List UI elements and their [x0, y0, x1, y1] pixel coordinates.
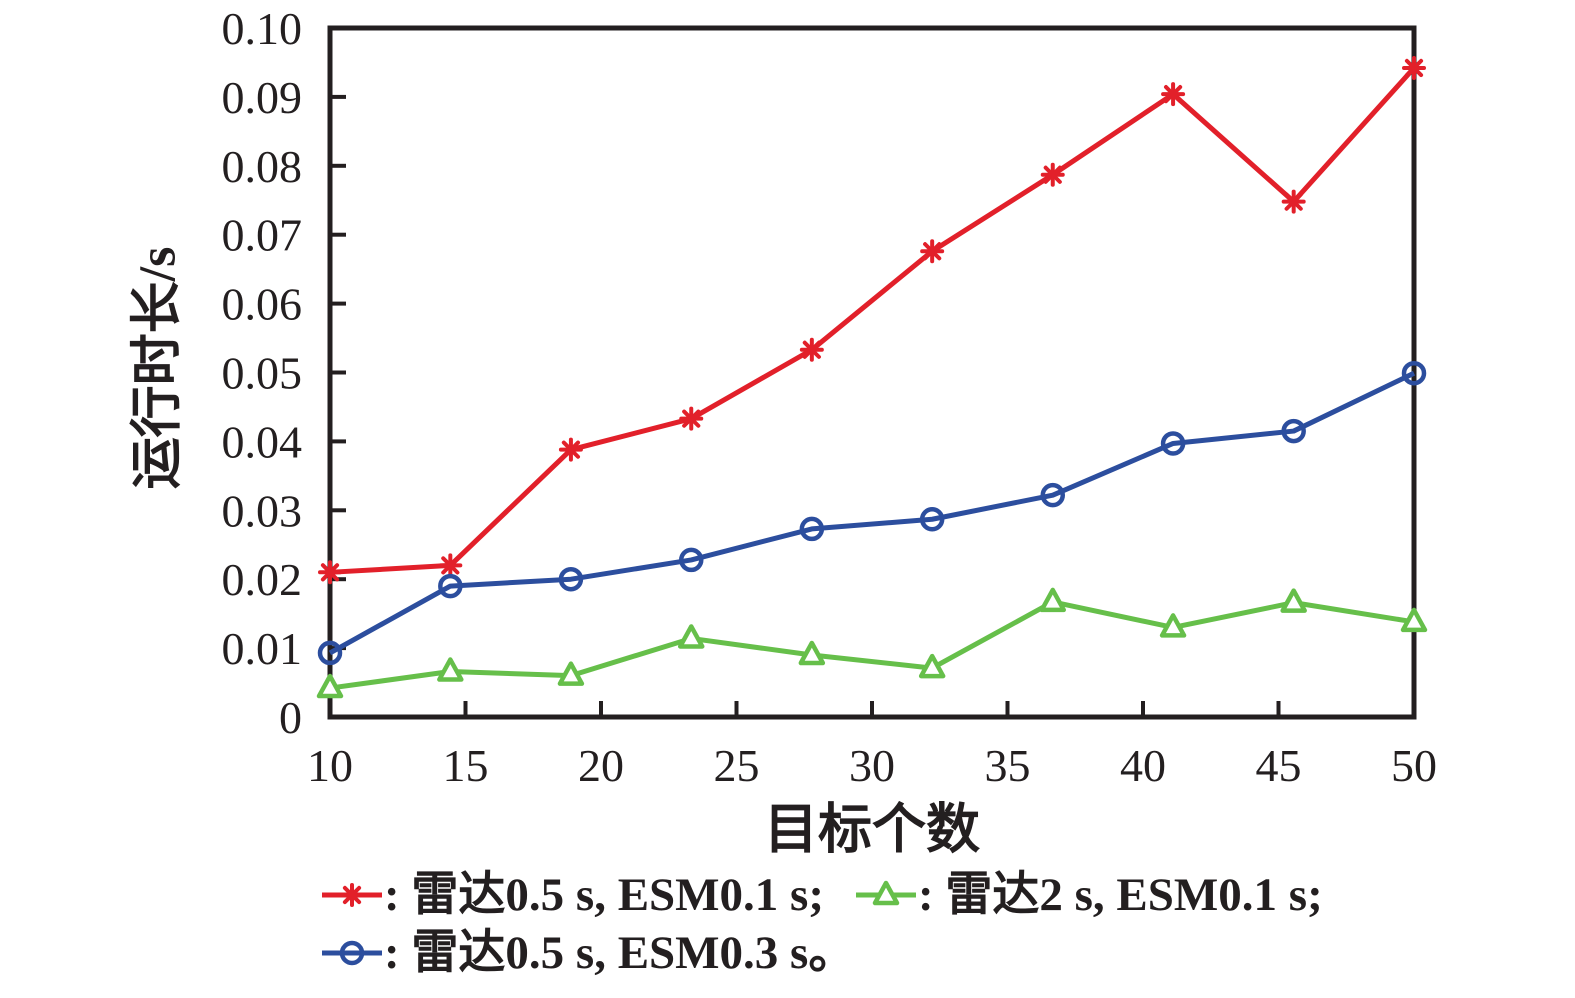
triangle-marker: [872, 880, 900, 906]
circle-marker: [558, 566, 584, 592]
x-axis-title: 目标个数: [764, 799, 980, 860]
x-tick-label: 45: [1256, 740, 1302, 791]
y-tick-label: 0: [279, 692, 302, 743]
series-0: [318, 55, 1426, 585]
asterisk-marker: [318, 560, 342, 585]
blue-circle-marker-icon: [322, 940, 382, 966]
legend-item-radar2-esm01: : 雷达2 s, ESM0.1 s;: [854, 866, 1323, 924]
circle-marker: [1401, 360, 1427, 386]
series-2: [317, 360, 1427, 666]
triangle-marker: [798, 640, 826, 666]
legend-label: : 雷达2 s, ESM0.1 s;: [917, 869, 1323, 921]
y-tick-label: 0.09: [222, 72, 303, 123]
legend: : 雷达0.5 s, ESM0.1 s; : 雷达2 s, ESM0.1 s; …: [320, 866, 1353, 982]
y-tick-label: 0.05: [222, 348, 303, 399]
legend-label: : 雷达0.5 s, ESM0.1 s;: [384, 869, 824, 921]
legend-label: : 雷达0.5 s, ESM0.3 s。: [384, 927, 856, 979]
x-tick-label: 35: [985, 740, 1031, 791]
triangle-marker: [1039, 587, 1067, 613]
series-line: [329, 66, 1416, 575]
circle-marker: [678, 547, 704, 573]
y-tick-label: 0.08: [222, 141, 303, 192]
x-tick-label: 15: [443, 740, 489, 791]
triangle-marker: [1280, 588, 1307, 613]
legend-item-radar05-esm03: : 雷达0.5 s, ESM0.3 s。: [320, 924, 855, 982]
legend-row-1: : 雷达0.5 s, ESM0.1 s; : 雷达2 s, ESM0.1 s;: [320, 866, 1353, 924]
circle-marker: [317, 640, 343, 666]
triangle-marker: [1159, 613, 1187, 638]
triangle-marker: [437, 657, 464, 682]
triangle-marker: [918, 653, 946, 679]
y-tick-label: 0.04: [222, 416, 303, 467]
asterisk-marker: [1281, 189, 1306, 214]
x-tick-label: 50: [1391, 740, 1437, 791]
circle-marker: [1160, 431, 1186, 456]
series-line: [328, 370, 1416, 656]
series-line: [329, 599, 1415, 691]
series-1: [316, 587, 1428, 699]
asterisk-marker: [558, 437, 583, 462]
x-tick-label: 10: [307, 740, 353, 791]
legend-row-2: : 雷达0.5 s, ESM0.3 s。: [320, 924, 1353, 982]
y-tick-label: 0.02: [222, 554, 303, 605]
x-tick-label: 25: [714, 740, 760, 791]
asterisk-marker: [1040, 162, 1065, 187]
x-tick-label: 20: [578, 740, 624, 791]
asterisk-marker: [679, 406, 704, 431]
triangle-marker: [677, 624, 705, 649]
red-asterisk-marker-icon: [322, 883, 382, 907]
circle-marker: [799, 516, 825, 542]
asterisk-marker: [438, 553, 463, 578]
asterisk-marker: [920, 239, 945, 264]
asterisk-marker: [1161, 82, 1186, 107]
legend-item-radar05-esm01: : 雷达0.5 s, ESM0.1 s;: [320, 866, 824, 924]
circle-marker: [1040, 482, 1066, 508]
circle-marker: [438, 573, 463, 599]
y-axis-title: 运行时长/s: [129, 246, 187, 490]
circle-marker: [919, 507, 945, 532]
asterisk-marker: [799, 337, 824, 362]
y-tick-label: 0.10: [222, 3, 303, 54]
triangle-marker: [316, 673, 344, 699]
y-tick-label: 0.06: [222, 279, 303, 330]
triangle-marker: [1400, 607, 1428, 633]
circle-marker: [1281, 418, 1306, 444]
asterisk-marker: [340, 883, 364, 907]
y-tick-label: 0.01: [222, 623, 303, 674]
x-tick-label: 30: [849, 740, 895, 791]
y-tick-label: 0.07: [222, 210, 303, 261]
x-tick-label: 40: [1120, 740, 1166, 791]
asterisk-marker: [1402, 55, 1426, 80]
green-triangle-marker-icon: [855, 880, 916, 906]
circle-marker: [339, 940, 365, 966]
triangle-marker: [557, 661, 585, 686]
y-tick-label: 0.03: [222, 485, 303, 536]
